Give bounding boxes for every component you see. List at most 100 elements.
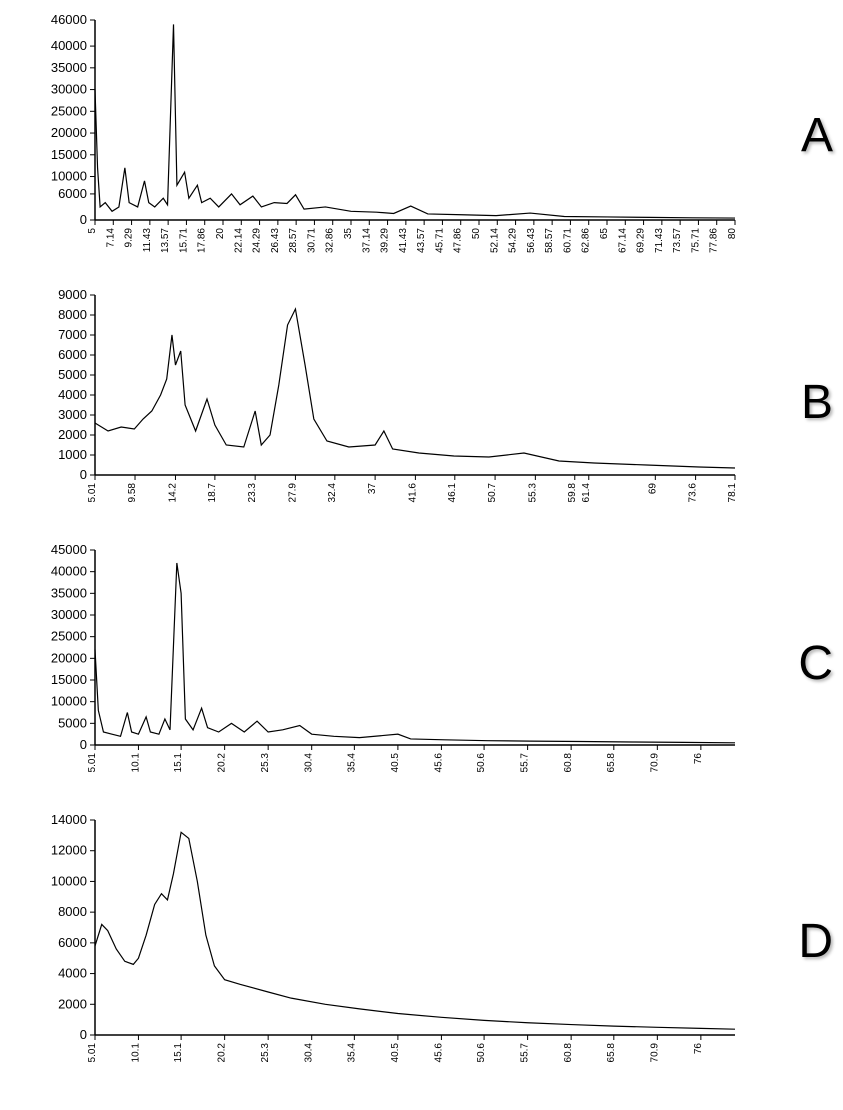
chart-panel-d: 020004000600080001000012000140005.0110.1… bbox=[10, 810, 843, 1070]
data-line bbox=[95, 24, 735, 218]
svg-text:14000: 14000 bbox=[51, 812, 87, 827]
svg-text:20.2: 20.2 bbox=[217, 753, 228, 773]
svg-text:46.1: 46.1 bbox=[447, 483, 458, 503]
svg-text:10000: 10000 bbox=[51, 694, 87, 709]
svg-text:77.86: 77.86 bbox=[709, 228, 720, 253]
svg-text:50.6: 50.6 bbox=[476, 1043, 487, 1063]
svg-text:45.6: 45.6 bbox=[433, 1043, 444, 1063]
svg-text:10000: 10000 bbox=[51, 873, 87, 888]
panel-label: D bbox=[798, 914, 833, 969]
panel-label: A bbox=[801, 108, 833, 163]
svg-text:10.1: 10.1 bbox=[130, 753, 141, 773]
svg-text:50.7: 50.7 bbox=[487, 483, 498, 503]
svg-text:41.43: 41.43 bbox=[398, 228, 409, 253]
svg-text:30000: 30000 bbox=[51, 607, 87, 622]
svg-text:45.6: 45.6 bbox=[433, 753, 444, 773]
svg-text:70.9: 70.9 bbox=[649, 1043, 660, 1063]
svg-text:23.3: 23.3 bbox=[247, 483, 258, 503]
svg-text:61.4: 61.4 bbox=[581, 483, 592, 503]
figure-container: 0600010000150002000025000300003500040000… bbox=[10, 10, 843, 1070]
chart-svg: 020004000600080001000012000140005.0110.1… bbox=[10, 810, 843, 1070]
data-line bbox=[95, 309, 735, 468]
svg-text:10000: 10000 bbox=[51, 169, 87, 184]
svg-text:60.8: 60.8 bbox=[563, 1043, 574, 1063]
svg-text:25.3: 25.3 bbox=[260, 1043, 271, 1063]
svg-text:2000: 2000 bbox=[58, 427, 87, 442]
svg-text:28.57: 28.57 bbox=[288, 228, 299, 253]
svg-text:80: 80 bbox=[727, 228, 738, 240]
svg-text:65.8: 65.8 bbox=[606, 1043, 617, 1063]
svg-text:20.2: 20.2 bbox=[217, 1043, 228, 1063]
svg-text:46000: 46000 bbox=[51, 12, 87, 27]
svg-text:55.7: 55.7 bbox=[520, 1043, 531, 1063]
svg-text:13.57: 13.57 bbox=[160, 228, 171, 253]
svg-text:69: 69 bbox=[647, 483, 658, 495]
svg-text:37: 37 bbox=[367, 483, 378, 495]
svg-text:45000: 45000 bbox=[51, 542, 87, 557]
svg-text:76: 76 bbox=[693, 753, 704, 765]
svg-text:4000: 4000 bbox=[58, 387, 87, 402]
svg-text:0: 0 bbox=[80, 737, 87, 752]
svg-text:18.7: 18.7 bbox=[207, 483, 218, 503]
svg-text:9000: 9000 bbox=[58, 287, 87, 302]
svg-text:15000: 15000 bbox=[51, 672, 87, 687]
svg-text:14.2: 14.2 bbox=[167, 483, 178, 503]
data-line bbox=[95, 563, 735, 743]
svg-text:30.4: 30.4 bbox=[304, 1043, 315, 1063]
svg-text:20000: 20000 bbox=[51, 125, 87, 140]
svg-text:5.01: 5.01 bbox=[87, 753, 98, 773]
svg-text:78.1: 78.1 bbox=[727, 483, 738, 503]
svg-text:25000: 25000 bbox=[51, 103, 87, 118]
svg-text:35.4: 35.4 bbox=[346, 1043, 357, 1063]
svg-text:41.6: 41.6 bbox=[407, 483, 418, 503]
svg-text:30.4: 30.4 bbox=[304, 753, 315, 773]
svg-text:50.6: 50.6 bbox=[476, 753, 487, 773]
svg-text:5000: 5000 bbox=[58, 715, 87, 730]
svg-text:26.43: 26.43 bbox=[270, 228, 281, 253]
svg-text:75.71: 75.71 bbox=[690, 228, 701, 253]
svg-text:70.9: 70.9 bbox=[649, 753, 660, 773]
chart-svg: 0500010000150002000025000300003500040000… bbox=[10, 540, 843, 780]
chart-svg: 01000200030004000500060007000800090005.0… bbox=[10, 285, 843, 510]
svg-text:9.29: 9.29 bbox=[124, 228, 135, 248]
svg-text:32.86: 32.86 bbox=[325, 228, 336, 253]
chart-svg: 0600010000150002000025000300003500040000… bbox=[10, 10, 843, 255]
svg-text:0: 0 bbox=[80, 467, 87, 482]
svg-text:76: 76 bbox=[693, 1043, 704, 1055]
svg-text:35000: 35000 bbox=[51, 60, 87, 75]
svg-text:11.43: 11.43 bbox=[142, 228, 153, 253]
svg-text:3000: 3000 bbox=[58, 407, 87, 422]
svg-text:7000: 7000 bbox=[58, 327, 87, 342]
svg-text:65: 65 bbox=[599, 228, 610, 240]
svg-text:43.57: 43.57 bbox=[416, 228, 427, 253]
svg-text:9.58: 9.58 bbox=[127, 483, 138, 503]
svg-text:60.71: 60.71 bbox=[562, 228, 573, 253]
svg-text:1000: 1000 bbox=[58, 447, 87, 462]
svg-text:55.3: 55.3 bbox=[527, 483, 538, 503]
svg-text:55.7: 55.7 bbox=[520, 753, 531, 773]
svg-text:73.6: 73.6 bbox=[688, 483, 699, 503]
svg-text:59.8: 59.8 bbox=[567, 483, 578, 503]
svg-text:6000: 6000 bbox=[58, 186, 87, 201]
svg-text:15000: 15000 bbox=[51, 147, 87, 162]
svg-text:40.5: 40.5 bbox=[390, 753, 401, 773]
svg-text:56.43: 56.43 bbox=[526, 228, 537, 253]
svg-text:8000: 8000 bbox=[58, 904, 87, 919]
svg-text:62.86: 62.86 bbox=[581, 228, 592, 253]
svg-text:65.8: 65.8 bbox=[606, 753, 617, 773]
chart-panel-a: 0600010000150002000025000300003500040000… bbox=[10, 10, 843, 255]
panel-label: C bbox=[798, 636, 833, 691]
svg-text:40000: 40000 bbox=[51, 564, 87, 579]
svg-text:0: 0 bbox=[80, 212, 87, 227]
svg-text:58.57: 58.57 bbox=[544, 228, 555, 253]
svg-text:17.86: 17.86 bbox=[197, 228, 208, 253]
svg-text:5.01: 5.01 bbox=[87, 483, 98, 503]
svg-text:4000: 4000 bbox=[58, 966, 87, 981]
svg-text:54.29: 54.29 bbox=[508, 228, 519, 253]
svg-text:30.71: 30.71 bbox=[306, 228, 317, 253]
panel-label: B bbox=[801, 375, 833, 430]
svg-text:10.1: 10.1 bbox=[130, 1043, 141, 1063]
svg-text:35: 35 bbox=[343, 228, 354, 240]
svg-text:39.29: 39.29 bbox=[380, 228, 391, 253]
svg-text:20000: 20000 bbox=[51, 650, 87, 665]
